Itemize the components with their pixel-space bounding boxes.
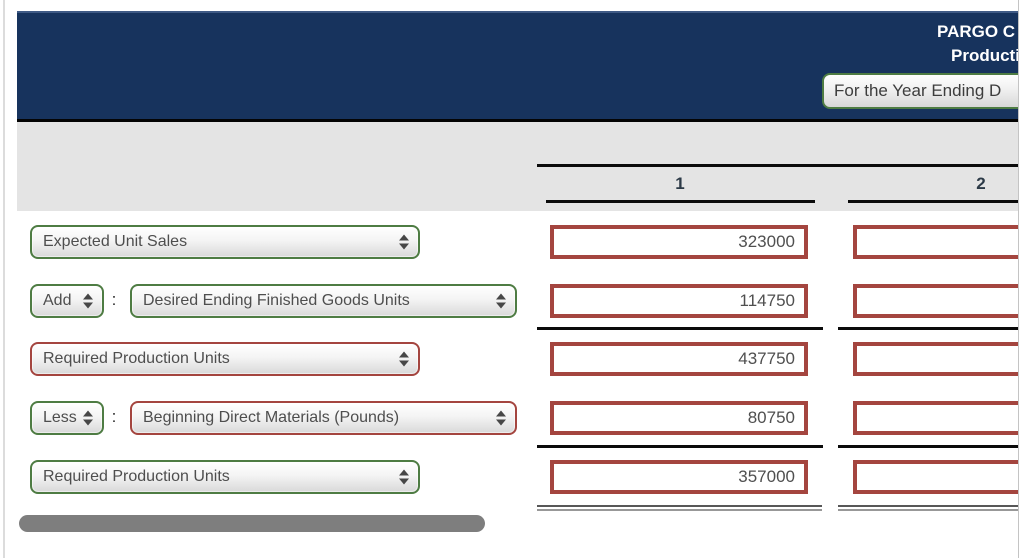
- left-page-edge: [3, 0, 5, 558]
- total-double-rule-bottom-col2: [838, 509, 1024, 511]
- separator-colon: :: [111, 290, 117, 309]
- period-select[interactable]: For the Year Ending D: [822, 73, 1024, 109]
- quantity-input-row1-col2[interactable]: [853, 225, 1024, 259]
- column-2-underline: [848, 200, 1024, 203]
- account-select-row5[interactable]: Required Production Units: [30, 460, 420, 494]
- subtotal-rule-col2: [838, 327, 1024, 330]
- total-double-rule-top-col1: [537, 505, 822, 507]
- subtotal-rule-col1: [537, 445, 823, 448]
- account-select-row2[interactable]: Desired Ending Finished Goods Units: [130, 284, 517, 318]
- select-arrows-icon: [496, 410, 506, 426]
- quantity-value: 323000: [738, 232, 795, 251]
- period-select-value: For the Year Ending D: [834, 81, 1002, 100]
- quantity-value: 114750: [739, 291, 795, 310]
- right-page-edge: [1018, 0, 1024, 558]
- company-name: PARGO C: [937, 22, 1016, 41]
- quantity-value: 80750: [747, 408, 795, 427]
- operator-select-row2[interactable]: Add: [30, 284, 104, 318]
- quantity-input-row2-col1[interactable]: 114750: [550, 284, 808, 318]
- header-span-rule: [537, 164, 1024, 167]
- account-select-row2-value: Desired Ending Finished Goods Units: [143, 292, 410, 309]
- quantity-value: 437750: [738, 349, 795, 368]
- account-select-row5-value: Required Production Units: [43, 468, 230, 485]
- horizontal-scrollbar-thumb[interactable]: [19, 515, 485, 532]
- quantity-input-row3-col1[interactable]: 437750: [550, 342, 808, 376]
- column-1-underline: [546, 200, 815, 203]
- column-1-header: 1: [675, 174, 685, 193]
- account-select-row4-value: Beginning Direct Materials (Pounds): [143, 409, 400, 426]
- total-double-rule-top-col2: [838, 505, 1024, 507]
- select-arrows-icon: [83, 293, 93, 309]
- operator-select-row4[interactable]: Less: [30, 401, 104, 435]
- quantity-input-row4-col2[interactable]: [853, 401, 1024, 435]
- quantity-input-row3-col2[interactable]: [853, 342, 1024, 376]
- quantity-value: 357000: [738, 467, 795, 486]
- report-title: Producti: [951, 46, 1020, 65]
- account-select-row3[interactable]: Required Production Units: [30, 342, 420, 376]
- account-select-row1[interactable]: Expected Unit Sales: [30, 225, 420, 259]
- quantity-input-row5-col2[interactable]: [853, 460, 1024, 494]
- quantity-input-row5-col1[interactable]: 357000: [550, 460, 808, 494]
- select-arrows-icon: [399, 469, 409, 485]
- quantity-input-row1-col1[interactable]: 323000: [550, 225, 808, 259]
- quantity-input-row4-col1[interactable]: 80750: [550, 401, 808, 435]
- total-double-rule-bottom-col1: [537, 509, 822, 511]
- subtotal-rule-col2: [838, 445, 1024, 448]
- subtotal-rule-col1: [537, 327, 823, 330]
- quantity-input-row2-col2[interactable]: [853, 284, 1024, 318]
- select-arrows-icon: [399, 234, 409, 250]
- account-select-row3-value: Required Production Units: [43, 350, 230, 367]
- separator-colon: :: [111, 407, 117, 426]
- operator-select-row4-value: Less: [43, 409, 77, 426]
- select-arrows-icon: [83, 410, 93, 426]
- select-arrows-icon: [399, 351, 409, 367]
- report-header-bar: [17, 11, 1024, 122]
- account-select-row1-value: Expected Unit Sales: [43, 233, 188, 250]
- account-select-row4[interactable]: Beginning Direct Materials (Pounds): [130, 401, 517, 435]
- column-2-header: 2: [976, 174, 986, 193]
- operator-select-row2-value: Add: [43, 292, 72, 309]
- select-arrows-icon: [496, 293, 506, 309]
